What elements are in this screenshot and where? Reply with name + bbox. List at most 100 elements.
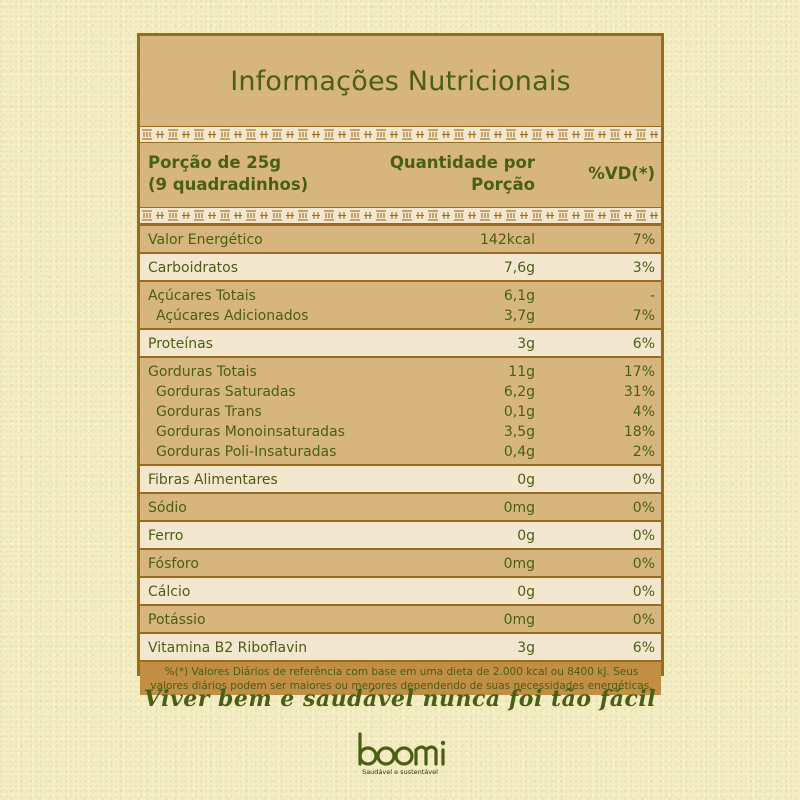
decorative-strip-bottom [140, 207, 661, 224]
nutrient-daily-value: 0% [632, 528, 655, 544]
nutrient-daily-value: - [649, 288, 655, 304]
nutrient-line: Açúcares Totais 6,1g - [140, 286, 661, 306]
nutrient-quantity: 0mg [503, 612, 535, 628]
nutrient-row: Açúcares Totais 6,1g - Açúcares Adicionados… [140, 282, 661, 330]
decorative-pattern-icon [142, 210, 658, 221]
nutrient-line: Açúcares Adicionados 3,7g 7% [140, 306, 661, 326]
nutrient-line: Gorduras Poli-Insaturadas 0,4g 2% [140, 442, 661, 462]
boomi-logo-icon [358, 732, 446, 766]
nutrient-line: Carboidratos 7,6g 3% [140, 258, 661, 278]
nutrient-daily-value: 7% [632, 232, 655, 248]
nutrient-line: Valor Energético 142kcal 7% [140, 230, 661, 250]
nutrient-daily-value: 3% [632, 260, 655, 276]
daily-value-header: %VD(*) [588, 164, 655, 183]
tagline: Viver bem e saudável nunca foi tão fácil [143, 686, 657, 712]
portion-label: Porção de 25g (9 quadradinhos) [148, 152, 368, 196]
nutrient-quantity: 0,1g [503, 404, 535, 420]
nutrient-name: Fósforo [148, 556, 199, 572]
portion-pieces: (9 quadradinhos) [148, 175, 309, 194]
nutrition-facts-panel: Informações Nutricionais Porção de 25g (… [137, 33, 664, 695]
nutrient-daily-value: 7% [632, 308, 655, 324]
nutrient-daily-value: 0% [632, 500, 655, 516]
nutrient-name: Ferro [148, 528, 184, 544]
nutrient-quantity: 6,2g [503, 384, 535, 400]
nutrient-name: Valor Energético [148, 232, 263, 248]
nutrient-quantity: 11g [508, 364, 535, 380]
nutrient-quantity: 7,6g [503, 260, 535, 276]
nutrient-line: Potássio 0mg 0% [140, 610, 661, 630]
nutrient-row: Gorduras Totais 11g 17% Gorduras Saturadas 6… [140, 358, 661, 466]
nutrient-row: Proteínas 3g 6% [140, 330, 661, 358]
nutrient-daily-value: 2% [632, 444, 655, 460]
brand-slogan: Saudável e sustentável [362, 768, 438, 776]
nutrient-daily-value: 0% [632, 472, 655, 488]
nutrient-row: Potássio 0mg 0% [140, 606, 661, 634]
nutrient-name: Gorduras Saturadas [156, 384, 296, 400]
nutrient-line: Cálcio 0g 0% [140, 582, 661, 602]
nutrient-quantity: 0g [517, 584, 535, 600]
nutrient-name: Gorduras Poli-Insaturadas [156, 444, 337, 460]
nutrient-name: Potássio [148, 612, 206, 628]
nutrient-line: Sódio 0mg 0% [140, 498, 661, 518]
nutrient-quantity: 0g [517, 472, 535, 488]
nutrient-row: Fósforo 0mg 0% [140, 550, 661, 578]
nutrient-name: Carboidratos [148, 260, 239, 276]
nutrient-name: Sódio [148, 500, 187, 516]
nutrient-line: Gorduras Totais 11g 17% [140, 362, 661, 382]
nutrient-line: Gorduras Trans 0,1g 4% [140, 402, 661, 422]
quantity-header-line2: Porção [471, 175, 535, 194]
nutrient-name: Gorduras Trans [156, 404, 262, 420]
decorative-pattern-icon [142, 129, 658, 140]
nutrient-line: Fósforo 0mg 0% [140, 554, 661, 574]
nutrient-name: Cálcio [148, 584, 191, 600]
nutrient-row: Cálcio 0g 0% [140, 578, 661, 606]
footnote: %(*) Valores Diários de referência com b… [140, 662, 661, 695]
nutrient-row: Sódio 0mg 0% [140, 494, 661, 522]
nutrient-row: Ferro 0g 0% [140, 522, 661, 550]
nutrient-row: Vitamina B2 Riboflavin 3g 6% [140, 634, 661, 662]
nutrient-quantity: 0mg [503, 556, 535, 572]
nutrient-quantity: 3,7g [503, 308, 535, 324]
quantity-header: Quantidade por Porção [365, 152, 535, 196]
nutrient-line: Vitamina B2 Riboflavin 3g 6% [140, 638, 661, 658]
nutrient-daily-value: 18% [623, 424, 655, 440]
nutrient-name: Gorduras Monoinsaturadas [156, 424, 345, 440]
nutrient-line: Gorduras Monoinsaturadas 3,5g 18% [140, 422, 661, 442]
nutrient-name: Açúcares Adicionados [156, 308, 309, 324]
nutrient-quantity: 0,4g [503, 444, 535, 460]
nutrient-row: Carboidratos 7,6g 3% [140, 254, 661, 282]
nutrient-daily-value: 17% [623, 364, 655, 380]
nutrient-quantity: 142kcal [480, 232, 535, 248]
nutrient-daily-value: 0% [632, 584, 655, 600]
nutrient-line: Proteínas 3g 6% [140, 334, 661, 354]
nutrient-name: Fibras Alimentares [148, 472, 278, 488]
nutrient-line: Ferro 0g 0% [140, 526, 661, 546]
nutrient-daily-value: 6% [632, 640, 655, 656]
nutrient-daily-value: 0% [632, 612, 655, 628]
nutrient-daily-value: 4% [632, 404, 655, 420]
nutrient-name: Açúcares Totais [148, 288, 256, 304]
quantity-header-line1: Quantidade por [389, 153, 535, 172]
panel-header: Informações Nutricionais [140, 36, 661, 126]
portion-size: Porção de 25g [148, 153, 282, 172]
column-header: Porção de 25g (9 quadradinhos) Quantidad… [140, 143, 661, 207]
nutrient-name: Gorduras Totais [148, 364, 257, 380]
nutrient-line: Gorduras Saturadas 6,2g 31% [140, 382, 661, 402]
nutrient-quantity: 3,5g [503, 424, 535, 440]
nutrient-daily-value: 6% [632, 336, 655, 352]
nutrient-table: Valor Energético 142kcal 7% Carboidratos 7,6… [140, 224, 661, 662]
nutrient-quantity: 0g [517, 528, 535, 544]
nutrient-daily-value: 31% [623, 384, 655, 400]
nutrient-quantity: 0mg [503, 500, 535, 516]
nutrient-daily-value: 0% [632, 556, 655, 572]
nutrient-name: Proteínas [148, 336, 213, 352]
nutrient-line: Fibras Alimentares 0g 0% [140, 470, 661, 490]
nutrient-row: Fibras Alimentares 0g 0% [140, 466, 661, 494]
page-title: Informações Nutricionais [230, 65, 571, 97]
nutrient-row: Valor Energético 142kcal 7% [140, 226, 661, 254]
decorative-strip-top [140, 126, 661, 143]
nutrient-quantity: 3g [517, 640, 535, 656]
nutrient-name: Vitamina B2 Riboflavin [148, 640, 308, 656]
nutrient-quantity: 3g [517, 336, 535, 352]
nutrient-quantity: 6,1g [503, 288, 535, 304]
